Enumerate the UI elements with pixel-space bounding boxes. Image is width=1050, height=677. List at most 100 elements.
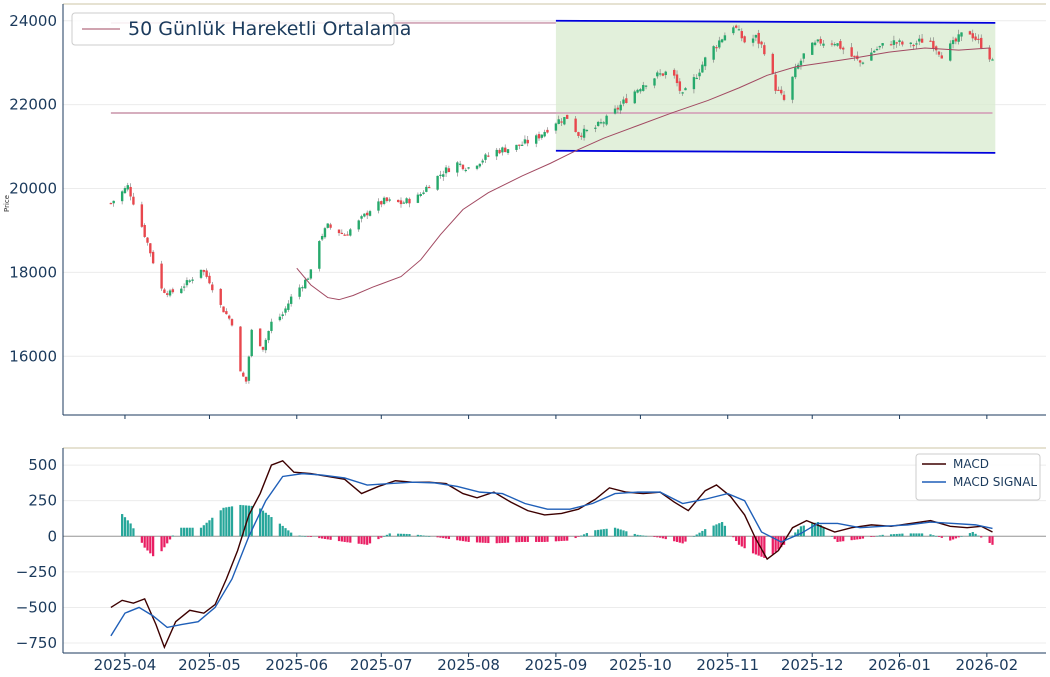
macd-histogram-bar [892,534,896,537]
macd-histogram-bar [856,536,859,540]
candle-body [436,175,439,190]
macd-histogram-bar [757,536,760,556]
candle-body [208,275,211,284]
candle-body [839,41,842,49]
macd-histogram-bar [740,536,743,547]
macd-histogram-bar [250,505,253,537]
candle-body [132,196,135,205]
macd-histogram-bar [205,522,208,537]
candle-body [151,251,155,264]
candle-body [951,40,955,45]
macd-histogram-bar [487,536,490,544]
candle-body [574,118,577,132]
macd-histogram-bar [425,535,428,537]
macd-histogram-bar [363,536,366,545]
macd-histogram-bar [743,536,746,549]
candle-body [932,40,935,49]
macd-histogram-bar [802,525,805,537]
macd-histogram-bar [129,523,132,537]
macd-histogram-bar [675,536,679,542]
candle-body [875,48,879,51]
candle-body [554,123,558,131]
candle-body [563,117,566,125]
macd-histogram-bar [261,510,265,537]
candle-body [360,216,363,219]
macd-histogram-bar [763,536,766,558]
candle-body [661,73,665,76]
candle-body [675,74,679,84]
candle-body [872,50,876,53]
macd-histogram-bar [439,536,442,538]
candle-body [368,211,372,216]
macd-histogram-bar [464,536,467,542]
macd-histogram-bar [974,533,977,537]
candle-body [109,202,113,205]
candle-body [199,269,203,278]
macd-histogram-bar [797,529,800,537]
candle-body [287,303,290,310]
macd-histogram-bar [988,536,991,543]
candle-body [918,38,921,42]
macd-histogram-bar [419,535,422,537]
macd-histogram-bar [428,536,431,537]
candle-body [653,78,656,86]
macd-histogram-bar [199,527,203,537]
macd-histogram-bar [918,533,921,537]
candle-body [439,174,442,176]
macd-histogram-bar [290,532,293,537]
candle-body [422,192,425,194]
candle-body [861,62,865,64]
candle-body [478,163,482,167]
candle-body [822,43,825,46]
macd-histogram-bar [360,536,363,545]
x-tick-label: 2025-11 [696,656,759,674]
macd-histogram-bar [960,536,963,537]
candle-body [520,144,524,146]
x-tick-label: 2025-07 [350,656,413,674]
candle-body [577,132,580,136]
candle-body [960,32,963,37]
macd-histogram-bar [633,533,636,537]
candle-body [791,76,794,100]
candle-body [120,191,124,202]
candle-body [565,114,569,119]
candle-body [357,220,360,230]
macd-histogram-bar [166,536,169,544]
macd-histogram-bar [678,536,681,543]
x-tick-label: 2025-08 [437,656,500,674]
candle-body [842,47,845,50]
macd-histogram-bar [935,536,938,537]
candle-body [636,89,639,93]
macd-legend-box [915,453,1041,501]
candle-body [625,98,628,103]
candle-body [720,39,724,43]
candle-body [523,139,527,144]
x-tick-label: 2025-06 [265,656,328,674]
macd-histogram-bar [380,536,383,538]
candle-body [799,60,803,66]
macd-histogram-bar [461,536,465,542]
candle-body [484,154,487,160]
macd-histogram-bar [132,528,135,537]
macd-histogram-bar [368,536,372,544]
candle-body [281,314,284,317]
macd-histogram-bar [684,536,687,542]
macd-histogram-bar [673,536,676,542]
price-axis-label: Price [3,195,11,212]
macd-histogram-bar [895,533,898,537]
macd-histogram-bar [160,536,163,552]
candle-body [244,376,248,382]
macd-histogram-bar [940,536,943,538]
macd-histogram-bar [481,536,484,543]
macd-histogram-bar [366,536,369,545]
candle-body [813,42,817,45]
candle-body [743,36,746,43]
macd-histogram-bar [704,529,707,537]
candle-body [405,198,408,204]
macd-histogram-bar [408,534,411,537]
macd-histogram-bar [442,536,445,539]
candle-body [326,223,329,228]
candle-body [185,280,189,286]
macd-histogram-bar [239,504,242,537]
macd-histogram-bar [681,536,684,544]
